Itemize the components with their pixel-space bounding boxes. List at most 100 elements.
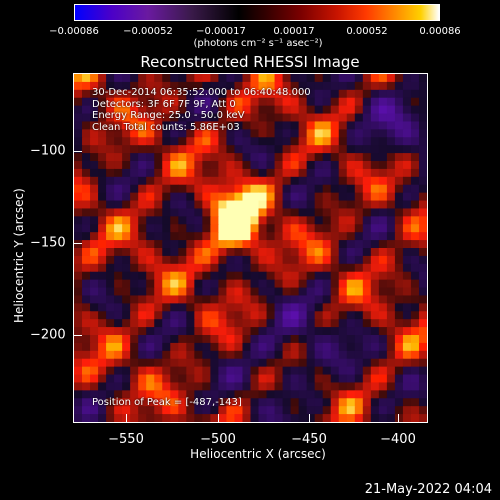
heatmap-cell xyxy=(306,224,316,233)
heatmap-cell xyxy=(162,311,171,320)
heatmap-cell xyxy=(290,255,300,265)
heatmap-cell xyxy=(298,176,308,186)
heatmap-cell xyxy=(106,137,115,146)
x-tick-mark xyxy=(309,414,310,422)
heatmap-cell xyxy=(226,248,236,257)
heatmap-cell xyxy=(138,105,147,115)
heatmap-cell xyxy=(266,342,276,352)
heatmap-cell xyxy=(266,200,276,210)
heatmap-cell xyxy=(330,255,340,265)
heatmap-cell xyxy=(298,311,308,320)
heatmap-cell xyxy=(178,295,187,304)
heatmap-cell xyxy=(138,382,147,391)
heatmap-cell xyxy=(90,279,99,289)
heatmap-cell xyxy=(82,129,91,138)
heatmap-cell xyxy=(418,382,427,391)
heatmap-cell xyxy=(82,271,91,281)
heatmap-cell xyxy=(354,113,364,123)
heatmap-cell xyxy=(218,105,228,115)
heatmap-cell xyxy=(114,137,123,146)
heatmap-cell xyxy=(106,358,115,368)
heatmap-cell xyxy=(218,89,228,99)
heatmap-cell xyxy=(306,406,316,415)
heatmap-cell xyxy=(170,350,179,360)
heatmap-cell xyxy=(234,168,244,178)
heatmap-cell xyxy=(234,279,244,289)
heatmap-cell xyxy=(170,153,179,162)
heatmap-cell xyxy=(394,89,404,99)
heatmap-cell xyxy=(154,406,163,415)
heatmap-cell xyxy=(90,200,99,210)
heatmap-cell xyxy=(202,398,211,407)
heatmap-cell xyxy=(90,153,99,162)
heatmap-cell xyxy=(242,216,252,225)
heatmap-cell xyxy=(74,271,83,281)
heatmap-cell xyxy=(354,240,364,249)
heatmap-cell xyxy=(154,161,163,170)
heatmap-cell xyxy=(186,161,195,170)
heatmap-cell xyxy=(178,248,187,257)
heatmap-cell xyxy=(338,74,348,83)
heatmap-cell xyxy=(338,382,348,391)
heatmap-cell xyxy=(114,184,123,194)
heatmap-cell xyxy=(362,161,372,170)
heatmap-cell xyxy=(306,129,316,138)
heatmap-cell xyxy=(122,358,131,368)
heatmap-cell xyxy=(418,240,427,249)
heatmap-cell xyxy=(234,145,244,154)
heatmap-cell xyxy=(370,319,380,328)
heatmap-cell xyxy=(410,216,420,225)
heatmap-cell xyxy=(330,81,340,91)
heatmap-cell xyxy=(210,137,220,146)
heatmap-cell xyxy=(202,319,211,328)
heatmap-cell xyxy=(394,248,404,257)
heatmap-cell xyxy=(146,390,155,399)
heatmap-cell xyxy=(314,390,324,399)
heatmap-cell xyxy=(346,121,356,130)
heatmap-cell xyxy=(290,414,300,422)
heatmap-cell xyxy=(138,216,147,225)
heatmap-cell xyxy=(130,113,139,123)
heatmap-cell xyxy=(138,248,147,257)
heatmap-cell xyxy=(90,97,99,107)
heatmap-cell xyxy=(146,200,155,210)
heatmap-cell xyxy=(314,184,324,194)
heatmap-cell xyxy=(306,311,316,320)
heatmap-cell xyxy=(394,105,404,115)
heatmap-cell xyxy=(418,153,427,162)
heatmap-cell xyxy=(130,390,139,399)
heatmap-cell xyxy=(258,287,268,297)
heatmap-cell xyxy=(98,335,107,344)
heatmap-cell xyxy=(74,224,83,233)
heatmap-cell xyxy=(226,81,236,91)
heatmap-cell xyxy=(298,184,308,194)
heatmap-cell xyxy=(210,121,220,130)
heatmap-cell xyxy=(354,382,364,391)
heatmap-cell xyxy=(338,390,348,399)
heatmap-cell xyxy=(130,200,139,210)
heatmap-cell xyxy=(274,232,284,241)
heatmap-cell xyxy=(154,97,163,107)
heatmap-cell xyxy=(226,374,236,384)
heatmap-cell xyxy=(378,390,388,399)
heatmap-cell xyxy=(338,335,348,344)
colorbar-tick: 0.00086 xyxy=(419,26,461,37)
heatmap-cell xyxy=(362,176,372,186)
heatmap-cell xyxy=(74,263,83,273)
heatmap-cell xyxy=(354,319,364,328)
heatmap-cell xyxy=(154,311,163,320)
heatmap-cell xyxy=(226,105,236,115)
heatmap-cell xyxy=(354,287,364,297)
heatmap-cell xyxy=(290,390,300,399)
heatmap-cell xyxy=(314,97,324,107)
heatmap-cell xyxy=(74,161,83,170)
heatmap-cell xyxy=(322,303,332,312)
heatmap-cell xyxy=(242,311,252,320)
heatmap-cell xyxy=(322,161,332,170)
heatmap-cell xyxy=(74,414,83,422)
heatmap-cell xyxy=(138,176,147,186)
heatmap-cell xyxy=(234,382,244,391)
heatmap-cell xyxy=(210,161,220,170)
heatmap-cell xyxy=(178,319,187,328)
heatmap-cell xyxy=(162,358,171,368)
